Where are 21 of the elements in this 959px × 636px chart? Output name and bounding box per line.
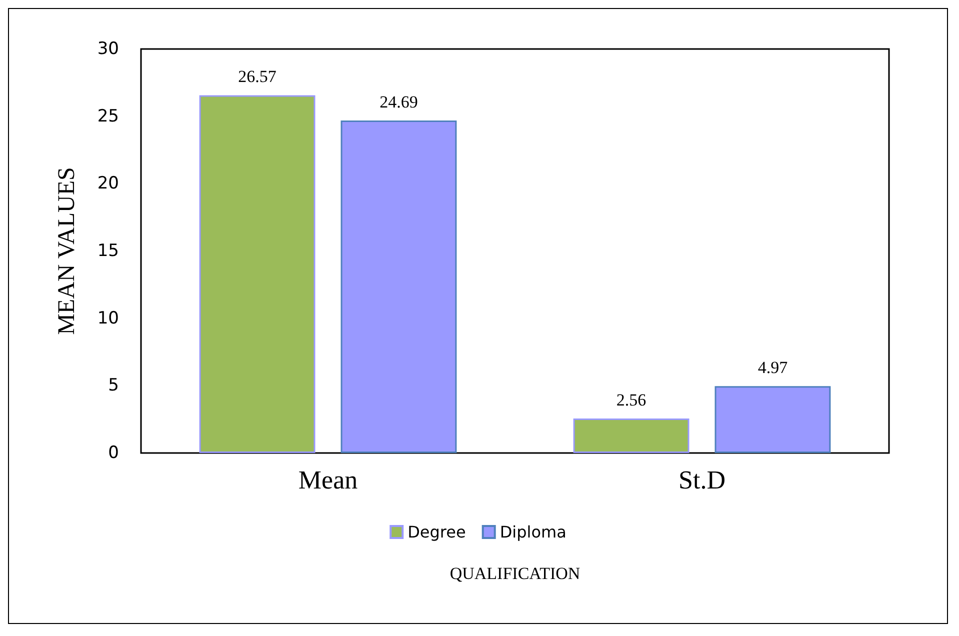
- y-tick-label: 25: [97, 106, 119, 126]
- y-tick-label: 0: [108, 443, 119, 463]
- bar: [199, 95, 316, 453]
- y-tick-label: 20: [97, 174, 119, 194]
- data-label: 24.69: [380, 92, 418, 112]
- x-axis-title: QUALIFICATION: [450, 564, 580, 583]
- bar: [573, 418, 690, 453]
- data-label: 4.97: [758, 358, 788, 378]
- y-tick-label: 5: [108, 376, 119, 396]
- data-label: 2.56: [616, 390, 646, 410]
- y-tick-label: 30: [97, 39, 119, 59]
- y-tick-label: 15: [97, 241, 119, 261]
- bar: [714, 386, 831, 453]
- data-label: 26.57: [238, 67, 277, 86]
- x-tick-label: St.D: [678, 466, 726, 494]
- y-axis-title: MEAN VALUES: [54, 167, 80, 335]
- y-tick-label: 10: [97, 308, 119, 328]
- x-tick-label: Mean: [298, 466, 358, 494]
- legend-label: Degree: [408, 522, 466, 542]
- legend-label: Diploma: [500, 522, 566, 542]
- bar: [340, 120, 457, 453]
